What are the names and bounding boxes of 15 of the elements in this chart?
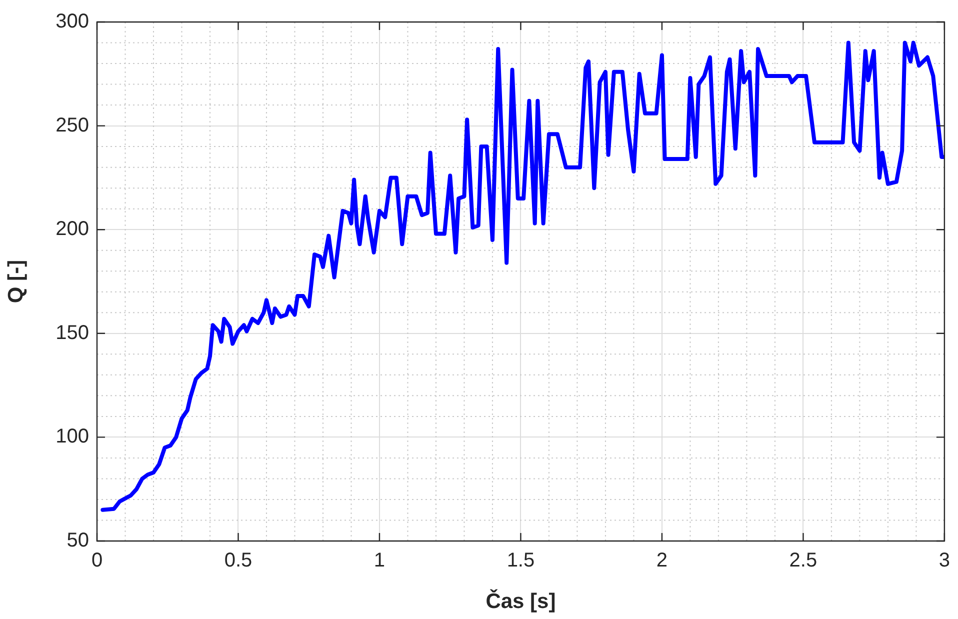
x-tick-label: 0 bbox=[91, 550, 103, 572]
y-tick-label: 300 bbox=[56, 10, 89, 33]
x-axis-title: Čas [s] bbox=[486, 589, 556, 614]
y-tick-label: 100 bbox=[56, 426, 89, 448]
y-tick-label: 150 bbox=[56, 322, 89, 344]
y-tick-label: 200 bbox=[56, 218, 89, 240]
x-tick-label: 2.5 bbox=[789, 550, 818, 572]
x-tick-label: 2 bbox=[656, 550, 668, 572]
x-tick-label: 0.5 bbox=[224, 550, 252, 572]
y-tick-label: 250 bbox=[56, 114, 89, 136]
x-tick-label: 1.5 bbox=[506, 550, 535, 572]
x-tick-label: 3 bbox=[938, 550, 950, 572]
y-axis-title: Q [-] bbox=[4, 260, 28, 304]
y-tick-label: 50 bbox=[66, 530, 89, 552]
x-tick-label: 1 bbox=[374, 550, 386, 572]
